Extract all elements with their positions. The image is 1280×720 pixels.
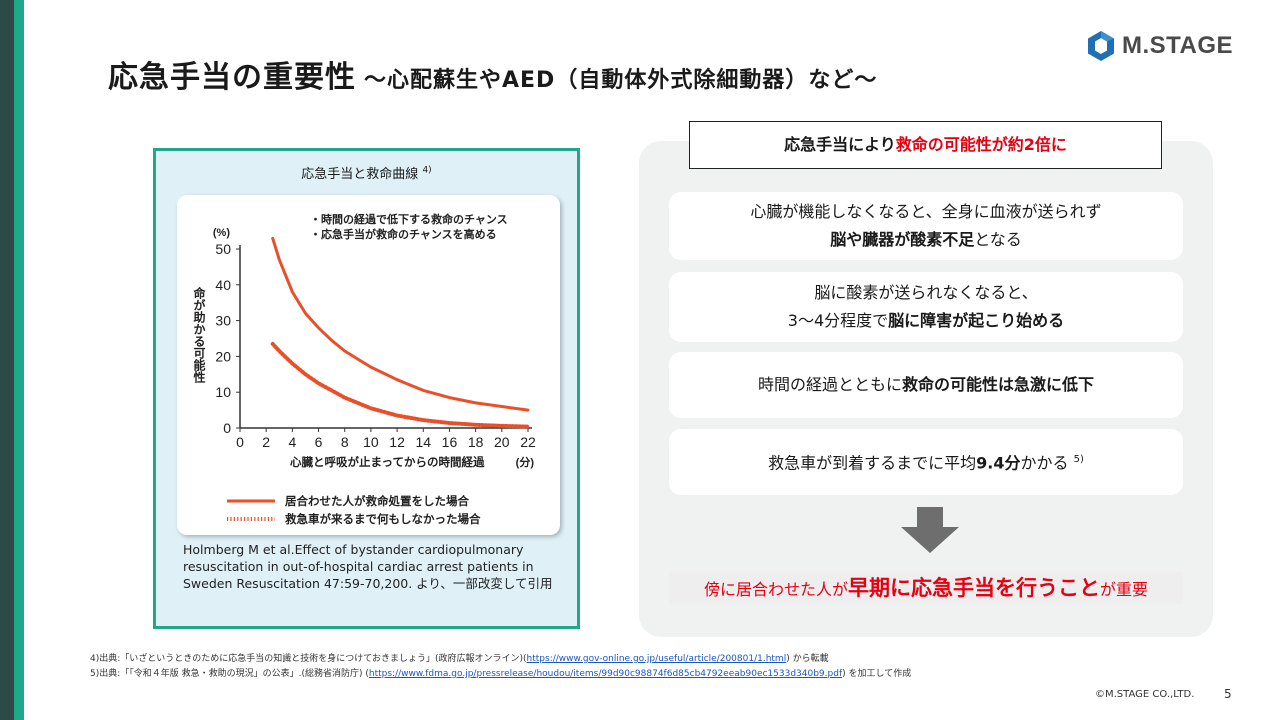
legend-label-2: 救急車が来るまで何もしなかった場合 — [285, 512, 481, 526]
footnote-4: 4)出典:「いざというときのために応急手当の知識と技術を身につけておきましょう」… — [90, 652, 911, 667]
logo-mark-icon — [1088, 31, 1114, 61]
info-card-2-pre: 3～4分程度で — [787, 311, 889, 330]
x-unit-label: (分) — [516, 455, 535, 469]
y-tick-label: 30 — [215, 313, 231, 329]
figure-title: 応急手当と救命曲線 4) — [156, 163, 577, 182]
x-tick-label: 20 — [494, 434, 510, 450]
legend-label-1: 居合わせた人が救命処置をした場合 — [285, 494, 469, 508]
info-card-1-bold: 脳や臓器が酸素不足 — [830, 230, 975, 249]
footnote-5: 5)出典:「「令和４年版 救急・救助の現況」の公表」.(総務省消防庁) (htt… — [90, 667, 911, 682]
y-axis-label: 命が助かる可能性 — [192, 286, 206, 384]
y-tick-label: 0 — [223, 420, 231, 436]
footnote-4-post: ) から転載 — [786, 654, 829, 664]
slide-title-main: 応急手当の重要性 — [108, 60, 356, 95]
chart-note: ・応急手当が救命のチャンスを高める — [310, 227, 497, 241]
x-tick-label: 2 — [262, 434, 270, 450]
footnote-4-link[interactable]: https://www.gov-online.go.jp/useful/arti… — [526, 654, 787, 664]
conclusion-text: 傍に居合わせた人が早期に応急手当を行うことが重要 — [669, 572, 1183, 604]
footnote-5-link[interactable]: https://www.fdma.go.jp/pressrelease/houd… — [368, 669, 843, 679]
x-tick-label: 10 — [363, 434, 379, 450]
x-tick-label: 14 — [415, 434, 431, 450]
footnote-5-pre: 5)出典:「「令和４年版 救急・救助の現況」の公表」.(総務省消防庁) ( — [90, 669, 369, 679]
chart-card: 0 10 20 30 40 50 0 2 4 6 8 10 12 14 16 18 20 22 (%) (分) 命が助か… — [177, 195, 560, 535]
info-card-3-bold: 救命の可能性は急激に低下 — [902, 375, 1095, 394]
x-tick-label: 16 — [442, 434, 458, 450]
figure-title-text: 応急手当と救命曲線 — [301, 167, 419, 182]
chart-note: ・時間の経過で低下する救命のチャンス — [310, 212, 508, 226]
info-card-1-rest: となる — [974, 230, 1022, 249]
info-card-4: 救急車が到着するまでに平均9.4分かかる 5) — [669, 429, 1183, 495]
company-logo: M.STAGE — [1086, 30, 1233, 62]
conclusion-pre: 傍に居合わせた人が — [703, 580, 848, 599]
conclusion-emphasis: 早期に応急手当を行うこと — [848, 576, 1100, 600]
info-card-3-pre: 時間の経過とともに — [757, 375, 902, 394]
x-tick-label: 12 — [389, 434, 405, 450]
info-card-3: 時間の経過とともに救命の可能性は急激に低下 — [669, 352, 1183, 418]
survival-curve-figure: 応急手当と救命曲線 4) 0 10 20 30 40 50 0 2 4 6 8 10 12 14 16 18 2… — [153, 148, 580, 629]
slide-title: 応急手当の重要性 ～心配蘇生やAED（自動体外式除細動器）など～ — [108, 52, 877, 96]
conclusion-post: が重要 — [1100, 580, 1149, 599]
info-card-2-line2: 3～4分程度で脳に障害が起こり始める — [669, 307, 1183, 335]
info-card-1: 心臓が機能しなくなると、全身に血液が送られず 脳や臓器が酸素不足となる — [669, 192, 1183, 260]
footnotes: 4)出典:「いざというときのために応急手当の知識と技術を身につけておきましょう」… — [90, 652, 911, 682]
x-tick-label: 22 — [520, 434, 536, 450]
y-unit-label: (%) — [213, 227, 230, 239]
x-axis-label: 心臓と呼吸が止まってからの時間経過 — [290, 455, 485, 469]
slide-title-sub: ～心配蘇生やAED（自動体外式除細動器）など～ — [364, 68, 878, 93]
x-tick-label: 0 — [236, 434, 244, 450]
info-card-4-ref: 5) — [1073, 454, 1084, 466]
info-card-4-post: かかる — [1020, 453, 1069, 473]
copyright: ©M.STAGE CO.,LTD. — [1095, 689, 1195, 700]
info-card-1-line1: 心臓が機能しなくなると、全身に血液が送られず — [750, 202, 1102, 221]
info-card-2: 脳に酸素が送られなくなると、 3～4分程度で脳に障害が起こり始める — [669, 272, 1183, 342]
info-card-2-bold: 脳に障害が起こり始める — [888, 311, 1065, 330]
x-tick-label: 18 — [468, 434, 484, 450]
info-card-4-pre: 救急車が到着するまでに平均 — [768, 453, 977, 473]
headline-pre: 応急手当により — [784, 135, 896, 154]
x-tick-label: 6 — [315, 434, 323, 450]
page-number: 5 — [1224, 687, 1232, 701]
figure-source: Holmberg M et al.Effect of bystander car… — [183, 542, 553, 591]
headline-box: 応急手当により救命の可能性が約2倍に — [689, 121, 1162, 169]
x-tick-label: 4 — [288, 434, 296, 450]
left-edge-accent — [14, 0, 24, 720]
info-card-4-bold: 9.4分 — [976, 453, 1021, 473]
series-line-1 — [271, 236, 530, 412]
x-tick-label: 8 — [341, 434, 349, 450]
headline-emphasis: 救命の可能性が約2倍に — [895, 135, 1067, 154]
series-line-2 — [270, 341, 530, 429]
survival-curve-chart: 0 10 20 30 40 50 0 2 4 6 8 10 12 14 16 18 20 22 (%) (分) 命が助か… — [192, 212, 536, 526]
y-tick-label: 20 — [215, 348, 231, 364]
down-arrow-icon — [901, 507, 959, 553]
y-tick-label: 10 — [215, 384, 231, 400]
footnote-4-pre: 4)出典:「いざというときのために応急手当の知識と技術を身につけておきましょう」… — [90, 654, 527, 664]
y-tick-label: 40 — [215, 277, 231, 293]
logo-text: M.STAGE — [1122, 32, 1234, 59]
y-tick-label: 50 — [215, 241, 231, 257]
info-card-2-line1: 脳に酸素が送られなくなると、 — [814, 283, 1038, 302]
footnote-5-post: ) を加工して作成 — [842, 669, 912, 679]
figure-title-ref: 4) — [422, 165, 432, 176]
info-card-1-line2: 脳や臓器が酸素不足となる — [669, 226, 1183, 254]
